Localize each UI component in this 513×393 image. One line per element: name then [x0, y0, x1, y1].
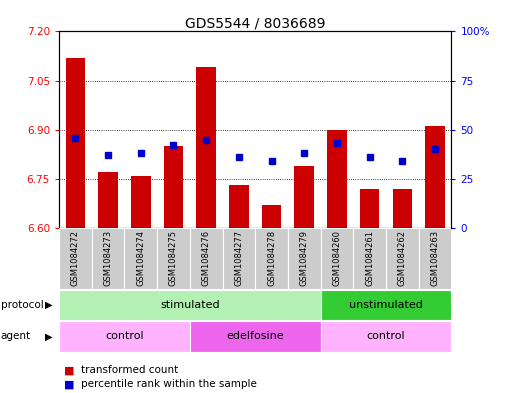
Text: GSM1084279: GSM1084279 [300, 230, 309, 286]
Bar [223, 228, 255, 289]
Text: GSM1084276: GSM1084276 [202, 230, 211, 286]
Text: GSM1084260: GSM1084260 [332, 230, 342, 286]
Bar [321, 290, 451, 320]
Bar [288, 228, 321, 289]
Text: ■: ■ [64, 365, 74, 375]
Bar [131, 176, 150, 228]
Text: GSM1084275: GSM1084275 [169, 230, 178, 286]
Text: GSM1084261: GSM1084261 [365, 230, 374, 286]
Bar [190, 228, 223, 289]
Bar [124, 228, 157, 289]
Text: GSM1084273: GSM1084273 [104, 230, 112, 286]
Text: protocol: protocol [1, 300, 43, 310]
Text: control: control [367, 331, 405, 342]
Bar [92, 228, 125, 289]
Bar [321, 321, 451, 352]
Text: stimulated: stimulated [160, 300, 220, 310]
Bar [386, 228, 419, 289]
Bar [229, 185, 249, 228]
Text: GSM1084272: GSM1084272 [71, 230, 80, 286]
Text: GSM1084278: GSM1084278 [267, 230, 276, 286]
Text: GSM1084277: GSM1084277 [234, 230, 243, 286]
Bar [262, 205, 281, 228]
Bar [255, 228, 288, 289]
Text: agent: agent [1, 331, 31, 342]
Bar [392, 189, 412, 228]
Text: ■: ■ [64, 379, 74, 389]
Bar [190, 321, 321, 352]
Bar [294, 166, 314, 228]
Text: ▶: ▶ [45, 331, 53, 342]
Bar [59, 228, 92, 289]
Bar [59, 290, 321, 320]
Text: percentile rank within the sample: percentile rank within the sample [81, 379, 257, 389]
Bar [321, 228, 353, 289]
Title: GDS5544 / 8036689: GDS5544 / 8036689 [185, 16, 325, 30]
Bar [360, 189, 380, 228]
Bar [157, 228, 190, 289]
Text: edelfosine: edelfosine [226, 331, 284, 342]
Bar [164, 146, 183, 228]
Text: GSM1084263: GSM1084263 [430, 230, 440, 286]
Bar [59, 321, 190, 352]
Bar [66, 58, 85, 228]
Text: ▶: ▶ [45, 300, 53, 310]
Bar [353, 228, 386, 289]
Text: transformed count: transformed count [81, 365, 179, 375]
Bar [98, 172, 118, 228]
Text: control: control [105, 331, 144, 342]
Text: GSM1084274: GSM1084274 [136, 230, 145, 286]
Bar [196, 68, 216, 228]
Bar [425, 127, 445, 228]
Text: unstimulated: unstimulated [349, 300, 423, 310]
Bar [327, 130, 347, 228]
Bar [419, 228, 451, 289]
Text: GSM1084262: GSM1084262 [398, 230, 407, 286]
